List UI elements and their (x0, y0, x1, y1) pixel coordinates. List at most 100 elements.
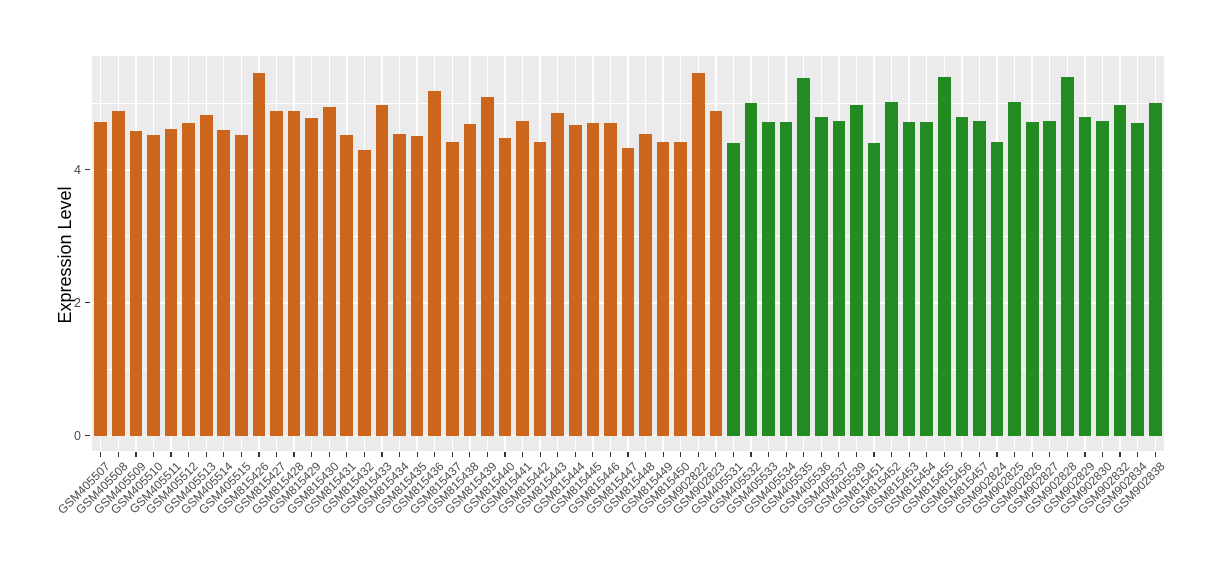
bar (621, 147, 635, 436)
y-axis-title: Expression Level (55, 186, 75, 324)
bar (235, 135, 248, 436)
bar (358, 150, 371, 436)
x-tick-mark (908, 452, 910, 457)
x-tick-mark (1084, 452, 1086, 457)
x-tick-mark (1119, 452, 1121, 457)
bar (691, 73, 705, 436)
x-tick-mark (170, 452, 172, 457)
x-tick-mark (609, 452, 611, 457)
x-tick-mark (1014, 452, 1016, 457)
y-tick-label: 4 (74, 162, 81, 177)
bar (1131, 123, 1144, 436)
x-tick-mark (152, 452, 155, 457)
x-tick-mark (100, 452, 102, 457)
x-tick-mark (873, 452, 875, 457)
x-tick-mark (978, 452, 981, 457)
bar (586, 123, 600, 436)
bar (568, 125, 582, 436)
bar (727, 143, 740, 436)
bar (393, 134, 406, 436)
x-tick-mark (732, 452, 735, 457)
bar (217, 130, 231, 436)
bar (814, 116, 828, 436)
bar (322, 106, 336, 436)
x-tick-mark (205, 452, 207, 457)
x-tick-mark (680, 452, 682, 457)
bar (832, 121, 846, 436)
bar (990, 141, 1004, 436)
x-tick-mark (398, 452, 401, 457)
bar (674, 141, 688, 436)
bar (1008, 101, 1021, 436)
bar (112, 111, 125, 436)
bar (445, 142, 459, 436)
bar (533, 142, 547, 436)
bar (94, 122, 108, 436)
x-tick-mark (697, 452, 699, 457)
bar (252, 73, 266, 436)
x-tick-mark (223, 452, 225, 457)
x-tick-mark (750, 452, 752, 457)
bar (1025, 122, 1039, 436)
x-tick-mark (521, 452, 524, 457)
bar (410, 135, 424, 436)
x-tick-mark (363, 452, 365, 457)
x-tick-mark (486, 452, 488, 457)
x-tick-mark (135, 452, 137, 457)
x-tick-mark (662, 452, 664, 457)
bar (1078, 116, 1092, 436)
x-tick-mark (346, 452, 348, 457)
bar (1096, 121, 1109, 436)
bar (1061, 77, 1074, 436)
x-tick-mark (1154, 452, 1156, 457)
x-tick-mark (1031, 452, 1033, 457)
x-tick-mark (574, 452, 576, 457)
y-tick-mark (85, 302, 90, 304)
x-tick-mark (943, 452, 945, 457)
x-tick-mark (627, 452, 629, 457)
bar (850, 104, 863, 436)
x-tick-mark (117, 452, 119, 457)
bar (551, 113, 565, 436)
bar (973, 120, 986, 436)
bar (270, 111, 283, 436)
bar (955, 116, 969, 436)
x-tick-mark (293, 452, 295, 457)
bar (656, 141, 670, 436)
bar (305, 117, 318, 436)
x-tick-mark (961, 452, 963, 457)
x-tick-mark (1101, 452, 1104, 457)
bar (182, 123, 195, 436)
bar (287, 111, 301, 436)
bar (340, 135, 354, 436)
bar (498, 138, 512, 436)
y-tick-mark (85, 169, 90, 171)
gridline-y-minor (92, 102, 1164, 104)
x-tick-mark (767, 452, 770, 457)
x-tick-mark (240, 452, 242, 457)
x-tick-mark (996, 452, 998, 457)
x-tick-mark (785, 452, 787, 457)
x-tick-mark (855, 452, 858, 457)
bar (902, 122, 916, 436)
bar (885, 101, 898, 436)
x-tick-mark (504, 452, 506, 457)
bar (1148, 102, 1162, 436)
x-tick-mark (416, 452, 418, 457)
plot-panel (92, 56, 1164, 451)
y-tick-label: 2 (74, 295, 81, 310)
bar (147, 135, 160, 436)
bar (709, 111, 723, 436)
x-tick-mark (557, 452, 559, 457)
bar (375, 105, 389, 436)
bar (920, 121, 934, 436)
bar (744, 102, 758, 436)
bar (164, 129, 178, 436)
bar (604, 123, 617, 436)
x-tick-mark (381, 452, 383, 457)
x-tick-mark (328, 452, 330, 457)
bar (428, 90, 441, 436)
x-tick-mark (1137, 452, 1139, 457)
x-tick-mark (1066, 452, 1068, 457)
